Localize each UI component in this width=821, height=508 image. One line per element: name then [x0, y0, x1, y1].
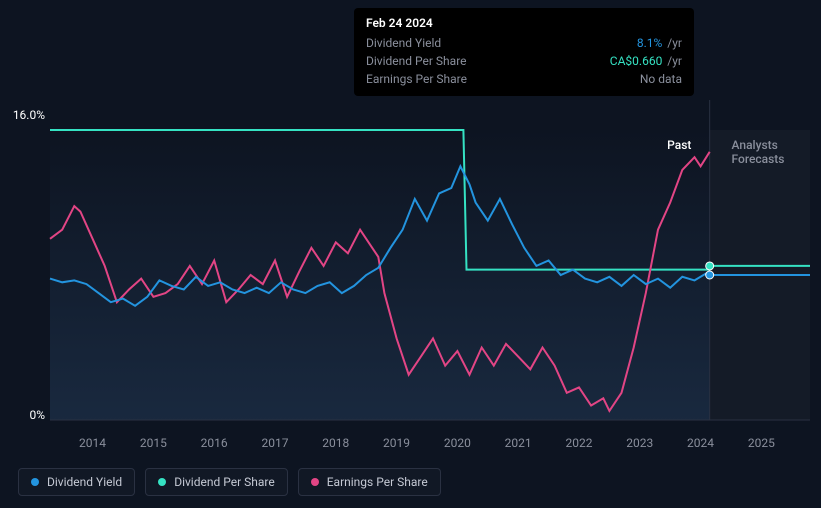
chart-legend: Dividend Yield Dividend Per Share Earnings…	[18, 468, 441, 496]
tooltip-row-value: No data	[640, 72, 682, 86]
series-marker	[706, 271, 714, 279]
xaxis-tick: 2019	[383, 436, 410, 450]
legend-label: Dividend Per Share	[174, 475, 275, 489]
xaxis-tick: 2024	[687, 436, 714, 450]
xaxis-tick: 2021	[505, 436, 532, 450]
legend-dot-icon	[158, 478, 166, 486]
tooltip-row-value: 8.1% /yr	[637, 36, 682, 50]
xaxis-tick: 2014	[79, 436, 106, 450]
legend-item[interactable]: Dividend Per Share	[145, 468, 288, 496]
tooltip-date: Feb 24 2024	[366, 16, 682, 30]
legend-dot-icon	[311, 478, 319, 486]
xaxis-tick: 2017	[261, 436, 288, 450]
legend-item[interactable]: Earnings Per Share	[298, 468, 441, 496]
tooltip-row: Dividend Yield 8.1% /yr	[366, 34, 682, 52]
tooltip-row: Earnings Per Share No data	[366, 70, 682, 88]
legend-dot-icon	[31, 478, 39, 486]
legend-label: Earnings Per Share	[327, 475, 428, 489]
tooltip-row-label: Dividend Per Share	[366, 54, 467, 68]
tooltip-row: Dividend Per Share CA$0.660 /yr	[366, 52, 682, 70]
legend-item[interactable]: Dividend Yield	[18, 468, 135, 496]
xaxis-tick: 2023	[626, 436, 653, 450]
tooltip-row-label: Earnings Per Share	[366, 72, 467, 86]
xaxis-tick: 2016	[201, 436, 228, 450]
forecast-label: Analysts Forecasts	[732, 138, 792, 166]
yaxis-bottom-label: 0%	[29, 408, 45, 422]
yaxis-top-label: 16.0%	[13, 108, 45, 122]
xaxis-tick: 2015	[140, 436, 167, 450]
xaxis-tick: 2022	[565, 436, 592, 450]
xaxis-tick: 2025	[748, 436, 775, 450]
tooltip-rows: Dividend Yield 8.1% /yr Dividend Per Share…	[366, 34, 682, 88]
chart-tooltip: Feb 24 2024 Dividend Yield8.1% /yrDivide…	[354, 8, 694, 96]
past-label: Past	[667, 138, 691, 152]
past-shade	[50, 130, 710, 420]
dividend-chart: Feb 24 2024 Dividend Yield8.1% /yrDivide…	[0, 0, 821, 508]
xaxis-tick: 2018	[322, 436, 349, 450]
tooltip-row-value: CA$0.660 /yr	[610, 54, 682, 68]
xaxis-tick: 2020	[444, 436, 471, 450]
tooltip-row-label: Dividend Yield	[366, 36, 441, 50]
series-marker	[706, 262, 714, 270]
legend-label: Dividend Yield	[47, 475, 122, 489]
